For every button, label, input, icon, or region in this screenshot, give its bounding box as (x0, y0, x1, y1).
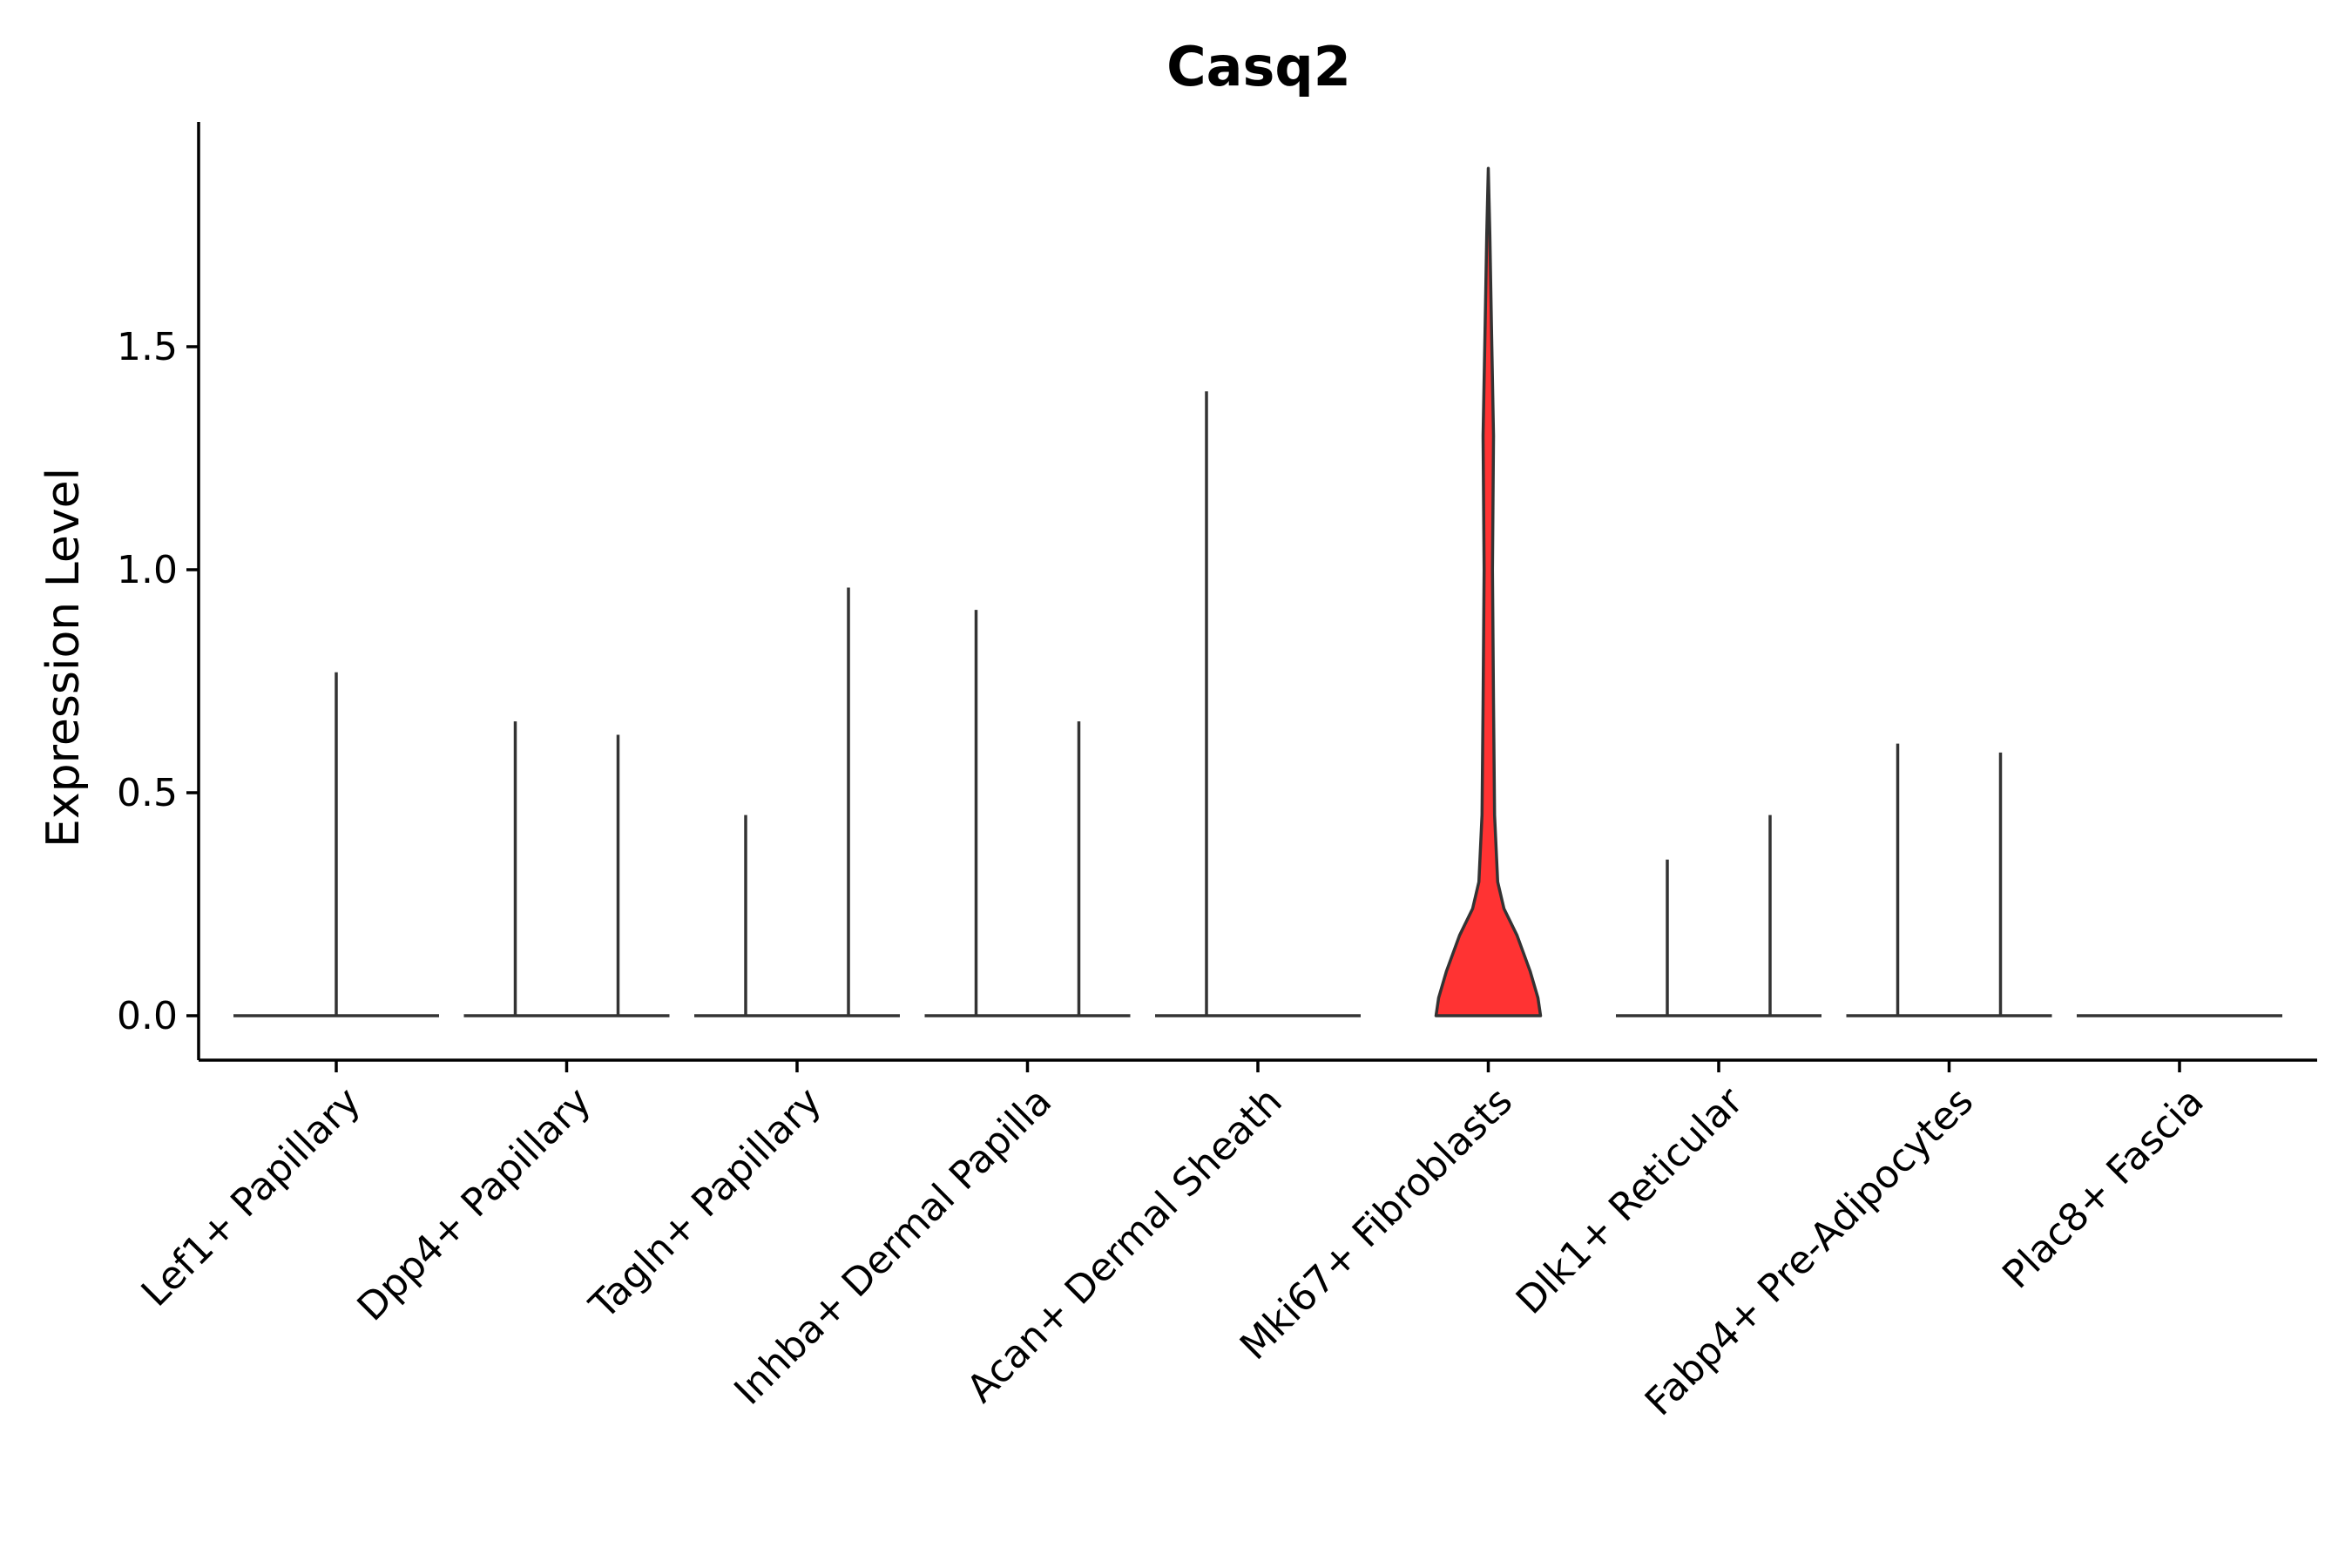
x-tick-label-6: Dlk1+ Reticular (1508, 1078, 1753, 1323)
y-axis-label: Expression Level (37, 468, 90, 848)
y-tick-label-2: 1.0 (117, 548, 178, 592)
x-tick-label-0: Lef1+ Papillary (133, 1079, 369, 1315)
y-tick-label-0: 0.0 (117, 994, 178, 1038)
y-tick-label-3: 1.5 (117, 325, 178, 369)
x-tick-label-8: Plac8+ Fascia (1994, 1079, 2213, 1298)
x-tick-label-2: Tagln+ Papillary (581, 1079, 830, 1328)
violin-group (233, 166, 2282, 1017)
chart-title: Casq2 (1166, 35, 1351, 98)
x-tick-label-1: Dpp4+ Papillary (349, 1079, 600, 1330)
violin-5 (1434, 166, 1543, 1017)
y-tick-label-1: 0.5 (117, 771, 178, 815)
